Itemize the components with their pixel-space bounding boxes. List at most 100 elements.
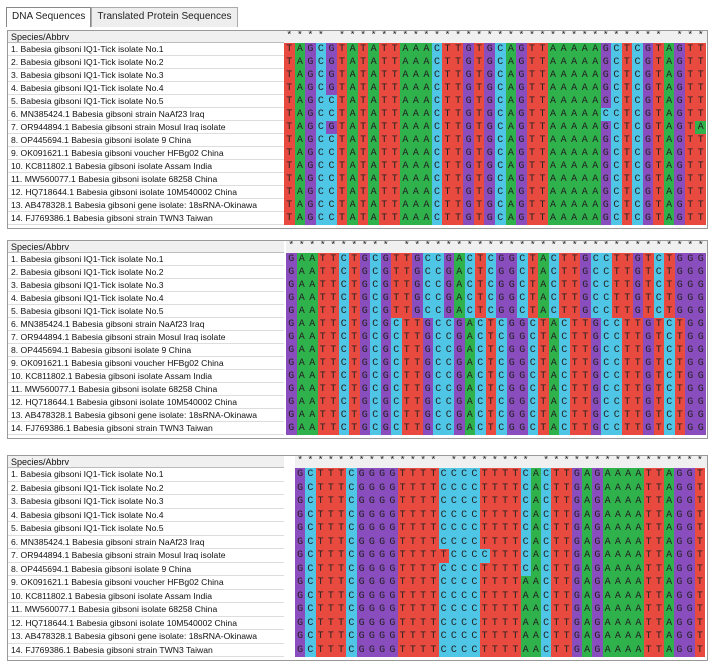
base-cell bbox=[377, 576, 388, 590]
base-cell bbox=[459, 549, 470, 563]
base-cell bbox=[387, 589, 398, 603]
base-cell bbox=[338, 357, 350, 370]
base-cell bbox=[674, 121, 686, 134]
base-cell bbox=[464, 318, 476, 331]
base-cell bbox=[500, 562, 511, 576]
species-name: 2. Babesia gibsoni IQ1-Tick isolate No.2 bbox=[8, 482, 284, 495]
base-cell bbox=[621, 186, 633, 199]
base-cell bbox=[356, 576, 368, 590]
base-cell bbox=[346, 495, 357, 509]
base-cell bbox=[463, 82, 475, 95]
base-cell bbox=[347, 134, 359, 147]
base-cell bbox=[452, 147, 464, 160]
base-cell bbox=[558, 147, 570, 160]
base-cell bbox=[674, 253, 686, 266]
base-cell bbox=[328, 318, 339, 331]
species-name: 9. OK091621.1 Babesia gibsoni voucher HF… bbox=[8, 357, 284, 370]
base-cell bbox=[448, 535, 460, 549]
base-cell bbox=[349, 396, 360, 409]
base-cell bbox=[611, 305, 623, 318]
base-cell bbox=[378, 56, 390, 69]
alignment-panel: Species/Abbrv ************** ******** ***… bbox=[7, 455, 708, 661]
base-cell bbox=[418, 481, 429, 495]
sequence-background bbox=[284, 82, 707, 95]
base-cell bbox=[632, 186, 643, 199]
base-cell bbox=[421, 160, 432, 173]
base-cell bbox=[485, 253, 497, 266]
sequence: GAATTCTGCGCTTGCCGACTCGGCTACTTGCCTTGTCTGG bbox=[288, 371, 708, 382]
base-cell bbox=[336, 535, 347, 549]
tab[interactable]: DNA Sequences bbox=[6, 7, 92, 27]
base-cell bbox=[464, 357, 476, 370]
base-cell bbox=[500, 468, 511, 482]
base-cell bbox=[526, 160, 538, 173]
base-cell bbox=[547, 95, 559, 108]
base-cell bbox=[473, 82, 485, 95]
base-cell bbox=[328, 266, 339, 279]
base-cell bbox=[653, 409, 665, 422]
base-cell bbox=[433, 266, 444, 279]
base-cell bbox=[643, 266, 654, 279]
base-cell bbox=[356, 549, 368, 563]
base-cell bbox=[579, 82, 591, 95]
base-cell bbox=[517, 331, 528, 344]
base-cell bbox=[370, 279, 381, 292]
base-cell bbox=[469, 522, 480, 536]
base-cell bbox=[428, 468, 439, 482]
base-cell bbox=[600, 134, 612, 147]
base-cell bbox=[448, 576, 460, 590]
base-cell bbox=[571, 535, 583, 549]
sequence: TAGCCTATATTAAACTTGTGCAGTTAAAAAGCTCGTAGTT bbox=[286, 187, 708, 198]
base-cell bbox=[475, 357, 486, 370]
base-cell bbox=[571, 562, 583, 576]
base-cell bbox=[685, 292, 696, 305]
base-cell bbox=[485, 344, 497, 357]
base-cell bbox=[305, 589, 316, 603]
base-cell bbox=[684, 69, 696, 82]
base-cell bbox=[571, 589, 583, 603]
base-cell bbox=[370, 396, 381, 409]
base-cell bbox=[366, 630, 378, 644]
base-cell bbox=[559, 305, 570, 318]
base-cell bbox=[448, 508, 460, 522]
base-cell bbox=[571, 603, 583, 617]
sequence-background bbox=[286, 357, 707, 370]
base-cell bbox=[496, 318, 507, 331]
base-cell bbox=[410, 108, 422, 121]
base-cell bbox=[592, 468, 603, 482]
base-cell bbox=[506, 279, 518, 292]
base-cell bbox=[469, 576, 480, 590]
base-cell bbox=[664, 508, 675, 522]
base-cell bbox=[548, 279, 560, 292]
base-cell bbox=[561, 589, 573, 603]
base-cell bbox=[328, 253, 339, 266]
base-cell bbox=[428, 562, 439, 576]
base-cell bbox=[611, 266, 623, 279]
base-cell bbox=[622, 266, 633, 279]
base-cell bbox=[438, 549, 450, 563]
base-cell bbox=[611, 69, 622, 82]
base-cell bbox=[305, 643, 316, 657]
sequence: TAGCGTATATTAAACTTGTGCAGTTAAAAAGCTCGTAGTT bbox=[286, 44, 708, 55]
base-cell bbox=[684, 82, 696, 95]
base-cell bbox=[484, 134, 496, 147]
base-cell bbox=[602, 562, 614, 576]
base-cell bbox=[694, 549, 706, 563]
base-cell bbox=[674, 643, 685, 657]
tab[interactable]: Translated Protein Sequences bbox=[91, 7, 238, 27]
base-cell bbox=[368, 82, 380, 95]
base-cell bbox=[653, 616, 665, 630]
base-cell bbox=[407, 535, 419, 549]
base-cell bbox=[349, 305, 360, 318]
base-cell bbox=[694, 495, 706, 509]
base-cell bbox=[315, 522, 327, 536]
base-cell bbox=[505, 108, 517, 121]
base-cell bbox=[695, 370, 707, 383]
base-cell bbox=[407, 562, 419, 576]
base-cell bbox=[389, 43, 401, 56]
base-cell bbox=[317, 266, 329, 279]
species-name: 5. Babesia gibsoni IQ1-Tick isolate No.5 bbox=[8, 522, 284, 536]
base-cell bbox=[537, 147, 549, 160]
base-cell bbox=[380, 357, 392, 370]
base-cell bbox=[571, 508, 583, 522]
